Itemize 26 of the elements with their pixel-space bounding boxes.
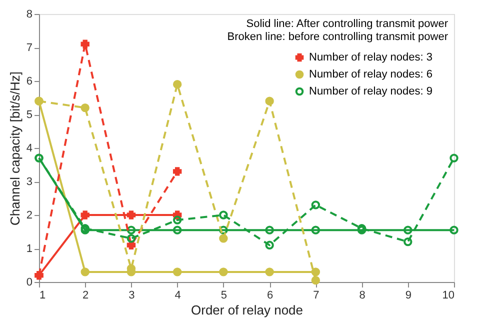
x-tick-label: 8 bbox=[359, 290, 366, 302]
x-tick-label: 1 bbox=[40, 290, 46, 302]
x-tick-label: 3 bbox=[128, 290, 135, 302]
x-tick-label: 10 bbox=[442, 290, 454, 302]
x-axis-title: Order of relay node bbox=[190, 302, 304, 318]
x-tick-label: 5 bbox=[220, 290, 228, 302]
annotation: Solid line: After controlling transmit power bbox=[246, 18, 448, 30]
y-tick-label: 7 bbox=[26, 42, 32, 54]
x-tick-label: 4 bbox=[174, 290, 181, 302]
y-tick-label: 8 bbox=[26, 8, 32, 20]
legend-label: Number of relay nodes: 3 bbox=[309, 52, 433, 64]
annotation: Broken line: before controlling transmit power bbox=[227, 31, 448, 43]
y-tick-label: 4 bbox=[26, 142, 32, 154]
x-tick-label: 2 bbox=[82, 290, 89, 302]
x-tick-label: 6 bbox=[266, 290, 274, 302]
y-tick-label: 1 bbox=[26, 243, 32, 255]
x-tick-label: 7 bbox=[313, 290, 320, 302]
y-tick-label: 5 bbox=[26, 109, 32, 121]
legend-label: Number of relay nodes: 9 bbox=[309, 86, 433, 98]
y-tick-label: 0 bbox=[26, 276, 32, 288]
y-axis-title: Channel capacity [bit/s/Hz] bbox=[7, 72, 22, 226]
y-tick-label: 2 bbox=[26, 210, 32, 222]
y-tick-label: 6 bbox=[26, 76, 32, 88]
y-tick-label: 3 bbox=[26, 176, 32, 188]
x-tick-label: 9 bbox=[405, 290, 412, 302]
legend-label: Number of relay nodes: 6 bbox=[309, 68, 433, 80]
